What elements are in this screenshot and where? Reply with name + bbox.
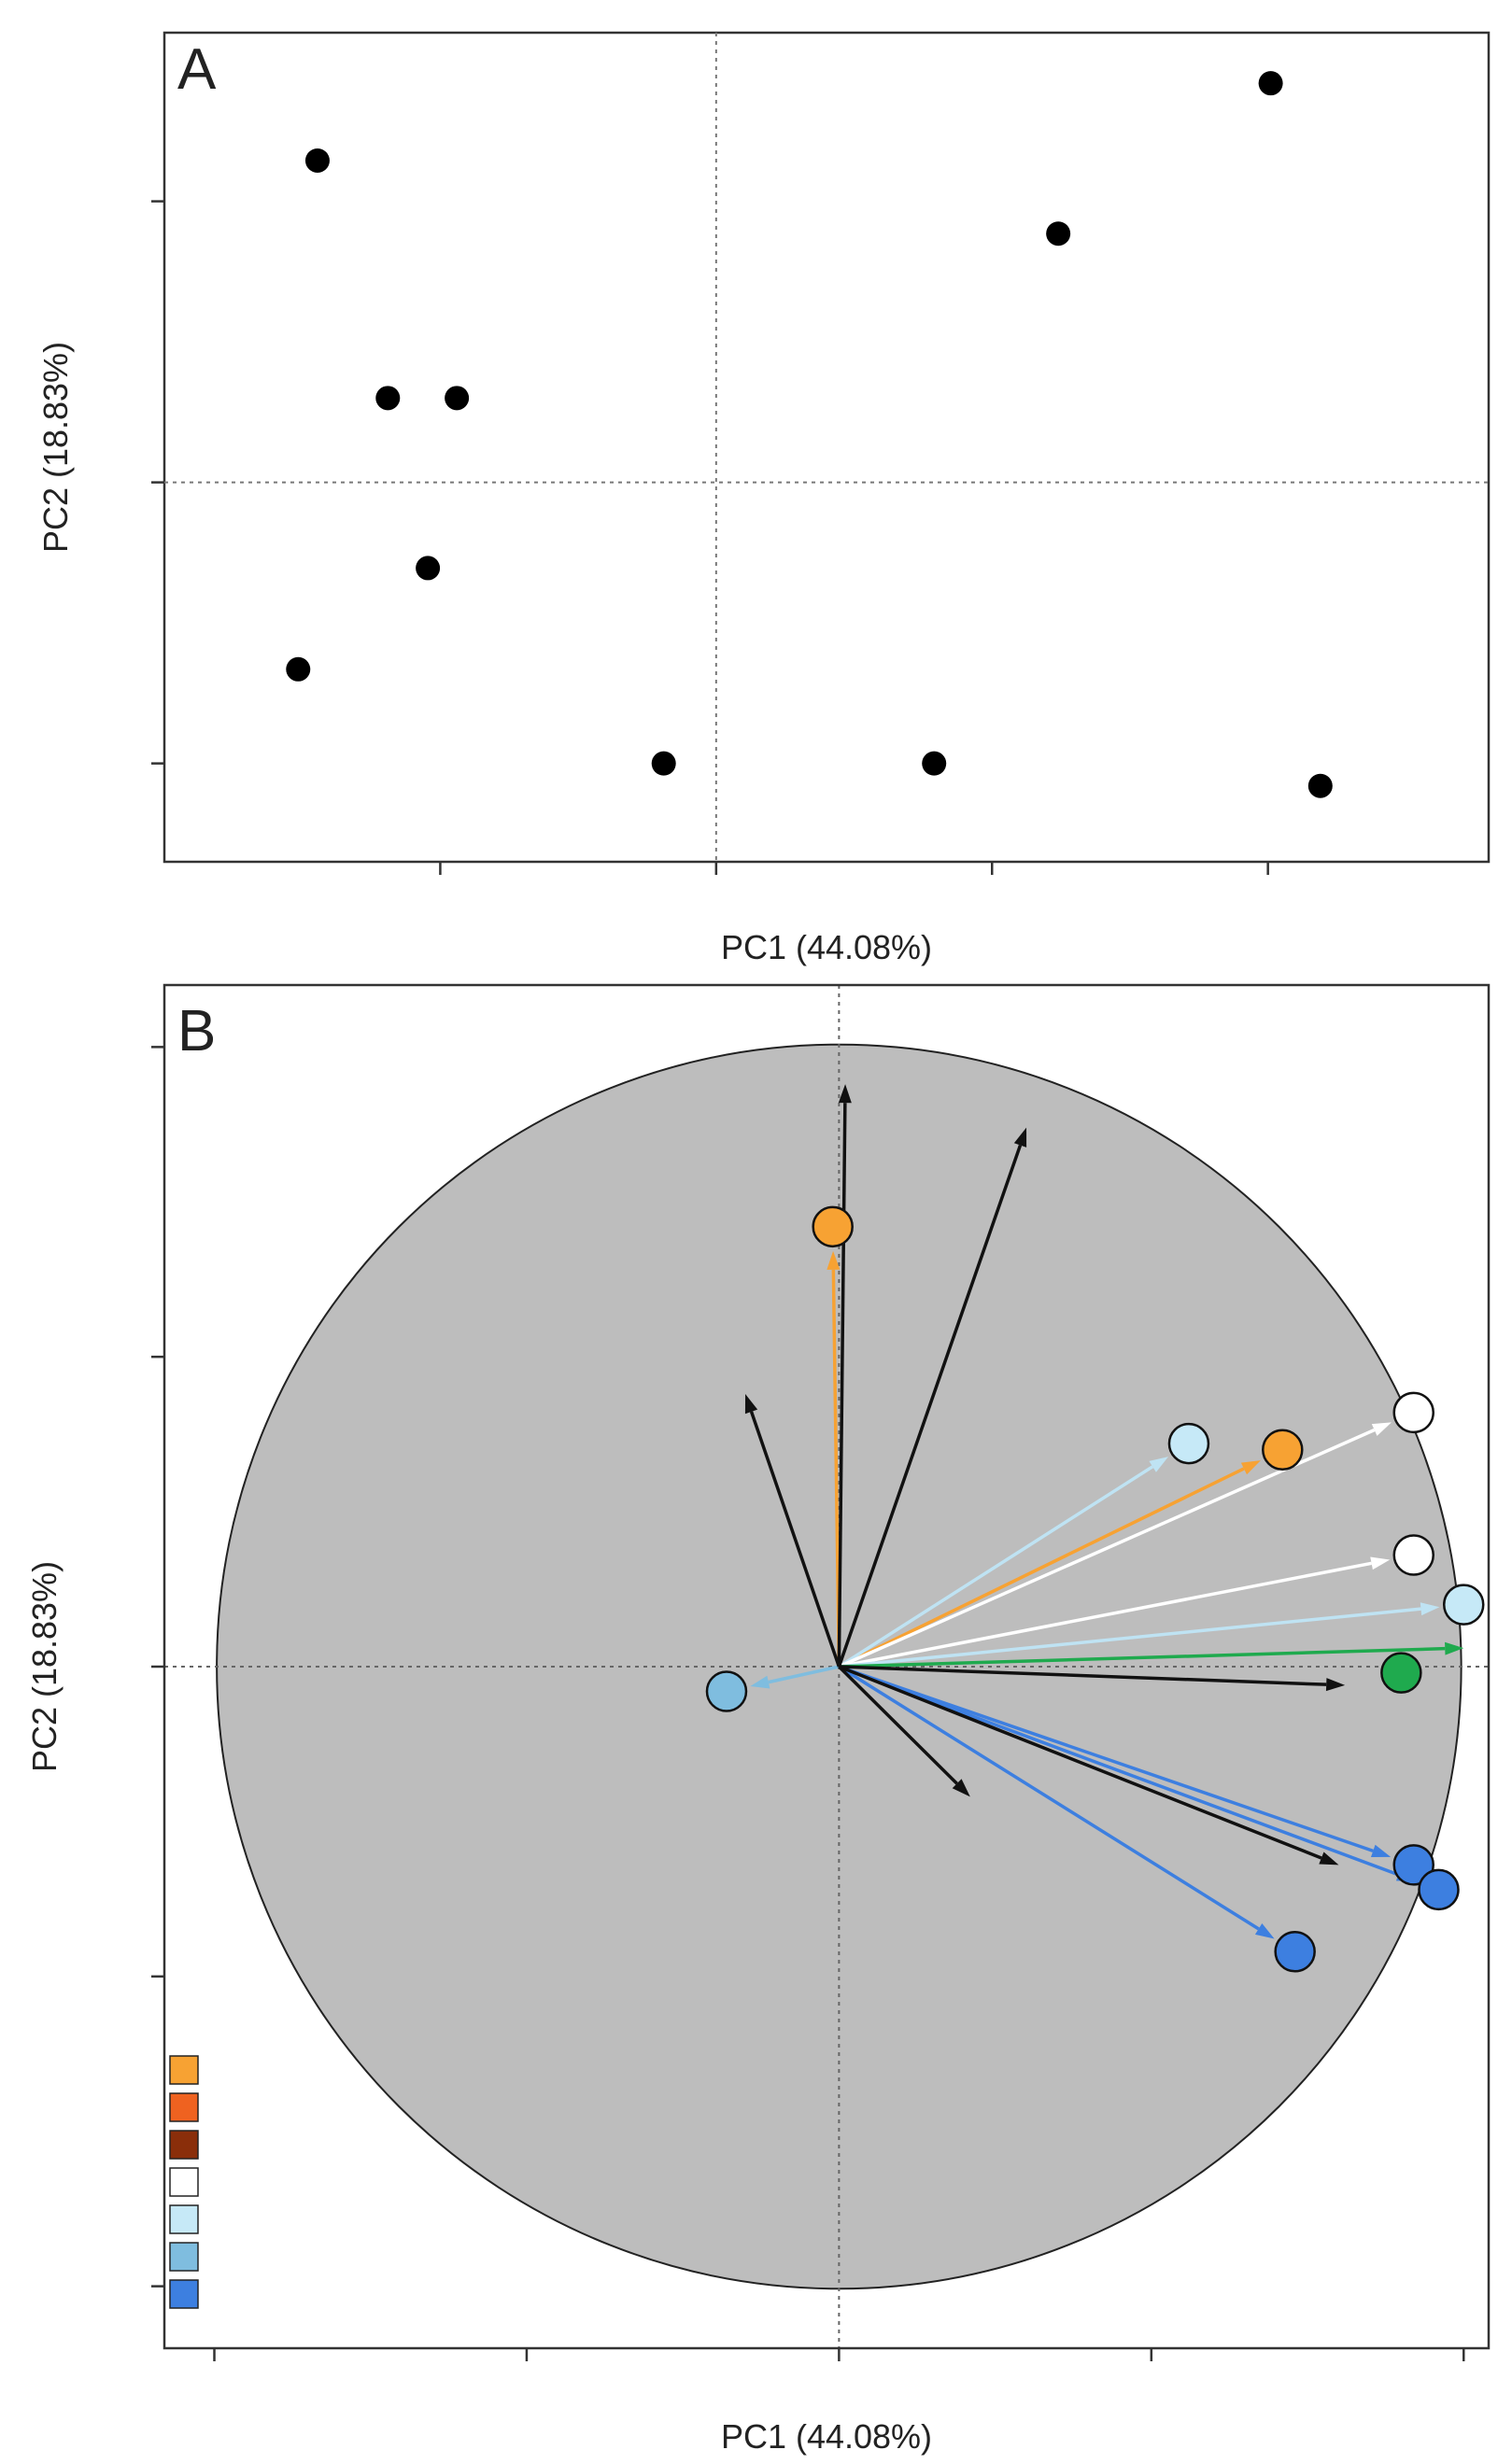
legend-swatch: [169, 2167, 199, 2197]
compound-vector-shaft: [838, 1465, 1154, 1668]
panel-a-plot-frame: [163, 31, 1491, 864]
panel-b-legend: [169, 2055, 199, 2309]
compound-vector-shaft: [838, 1467, 1245, 1668]
compound-marker: [1442, 1584, 1485, 1626]
assay-vector-head: [1325, 1678, 1346, 1692]
assay-vector-shaft: [837, 1144, 1023, 1668]
assay-vector-shaft: [839, 1665, 1327, 1686]
variety-point: [286, 656, 311, 682]
panel-b-loadings-biplot: B PC1 (44.08%) PC2 (18.83%): [25, 983, 1491, 2456]
panel-a-axis-ticks: [151, 200, 1269, 875]
assay-vector-shaft: [837, 1103, 847, 1668]
compound-vector-shaft: [768, 1665, 840, 1684]
legend-swatch: [169, 2242, 199, 2272]
total-vector-head: [1445, 1641, 1464, 1655]
panel-b-x-axis-title: PC1 (44.08%): [721, 2417, 932, 2456]
variety-point: [651, 751, 676, 776]
compound-vector-shaft: [839, 1607, 1421, 1668]
variety-point: [1307, 773, 1333, 798]
compound-marker: [1262, 1429, 1304, 1471]
compound-vector-shaft: [839, 1561, 1372, 1668]
compound-marker: [1392, 1534, 1434, 1576]
assay-vector-head: [744, 1394, 758, 1415]
compound-vector-head: [1370, 1556, 1391, 1570]
compound-vector-head: [827, 1250, 841, 1270]
assay-vector-head: [952, 1779, 970, 1797]
panel-a-reference-lines: [164, 33, 1489, 862]
legend-swatch: [169, 2279, 199, 2309]
assay-vector-shaft: [749, 1411, 841, 1668]
legend-swatch: [169, 2055, 199, 2085]
variety-point: [445, 386, 470, 411]
panel-b-y-axis-title: PC2 (18.83%): [25, 1561, 64, 1772]
assay-vector-shaft: [838, 1665, 1322, 1860]
assay-vector-shaft: [838, 1665, 958, 1785]
compound-marker: [1167, 1422, 1210, 1465]
compound-vector-head: [1240, 1460, 1261, 1475]
variety-point: [375, 386, 401, 411]
compound-vector-shaft: [838, 1665, 1399, 1877]
assay-vector-head: [1319, 1852, 1339, 1866]
legend-swatch: [169, 2204, 199, 2234]
panel-a-tag: A: [177, 37, 217, 102]
compound-marker: [1392, 1391, 1434, 1434]
variety-point: [1046, 221, 1071, 246]
compound-marker: [1274, 1931, 1316, 1973]
total-vector-shaft: [839, 1646, 1446, 1668]
compound-vector-head: [1420, 1602, 1440, 1616]
variety-point: [1258, 71, 1283, 96]
compound-vector-shaft: [838, 1665, 1260, 1931]
panel-b-vectors: [705, 1084, 1485, 1973]
compound-vector-shaft: [838, 1665, 1374, 1853]
panel-a-points: [286, 71, 1333, 798]
panel-b-tag: B: [177, 999, 216, 1063]
compound-vector-head: [1254, 1922, 1275, 1939]
compound-vector-head: [1371, 1422, 1392, 1436]
panel-a-y-axis-title: PC2 (18.83%): [36, 342, 75, 553]
compound-vector-head: [750, 1675, 770, 1689]
compound-marker: [1418, 1868, 1460, 1911]
variety-point: [922, 751, 947, 776]
legend-swatch: [169, 2130, 199, 2160]
legend-swatch: [169, 2092, 199, 2122]
compound-marker: [705, 1670, 748, 1712]
compound-vector-shaft: [831, 1269, 841, 1668]
panel-a-x-axis-title: PC1 (44.08%): [721, 928, 932, 966]
panel-b-axis-ticks: [151, 1046, 1465, 2361]
compound-marker: [812, 1205, 854, 1248]
compound-vector-head: [1149, 1457, 1169, 1472]
total-marker: [1380, 1652, 1422, 1694]
compound-vector-head: [1370, 1844, 1392, 1857]
assay-vector-head: [1013, 1127, 1027, 1148]
assay-vector-head: [838, 1084, 852, 1104]
panel-a-pca-scores: A PC1 (44.08%) PC2 (18.83%): [36, 31, 1491, 966]
variety-point: [416, 556, 441, 581]
compound-marker: [1392, 1844, 1434, 1886]
variety-point: [304, 148, 330, 173]
